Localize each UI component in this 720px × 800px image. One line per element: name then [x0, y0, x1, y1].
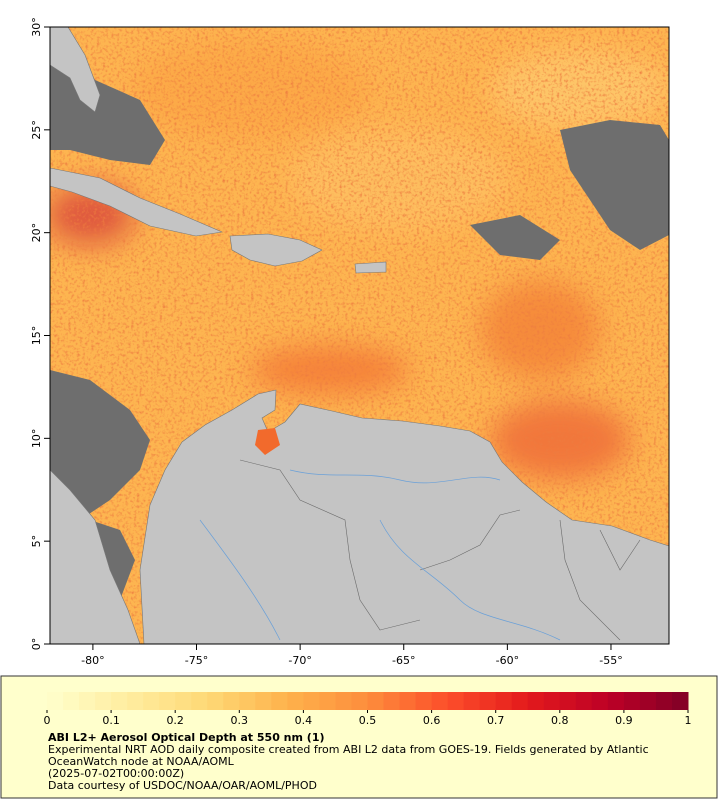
lon-tick-label: -60°	[496, 654, 519, 667]
colorbar-step	[63, 692, 80, 710]
caption-title: ABI L2+ Aerosol Optical Depth at 550 nm …	[48, 731, 325, 744]
colorbar-step	[159, 692, 176, 710]
lon-tick-label: -80°	[81, 654, 104, 667]
colorbar-step	[367, 692, 385, 710]
colorbar-step	[335, 692, 352, 710]
colorbar-step	[319, 692, 336, 710]
colorbar-step	[143, 692, 160, 710]
colorbar-tick-label: 0.6	[423, 714, 441, 727]
colorbar-step	[447, 692, 465, 710]
colorbar-step	[623, 692, 641, 710]
colorbar-step	[415, 692, 433, 710]
colorbar-step	[431, 692, 449, 710]
colorbar-step	[191, 692, 208, 710]
colorbar-step	[255, 692, 272, 710]
colorbar-step	[47, 692, 64, 710]
colorbar-step	[463, 692, 481, 710]
colorbar-tick-label: 0.7	[487, 714, 505, 727]
lat-tick-label: 20°	[30, 223, 43, 243]
colorbar-step	[671, 692, 689, 710]
colorbar: 0 0.1 0.2 0.3 0.4 0.5 0.6 0.7 0.8 0.9 1	[44, 692, 692, 727]
rivers	[199, 469, 561, 641]
lat-tick-label: 15°	[30, 326, 43, 346]
lat-tick-label: 25°	[30, 120, 43, 140]
colorbar-step	[527, 692, 545, 710]
colorbar-tick-label: 0.9	[615, 714, 633, 727]
colorbar-step	[127, 692, 144, 710]
colorbar-tick-label: 0.3	[231, 714, 249, 727]
colorbar-tick-label: 0.1	[102, 714, 120, 727]
lat-tick-label: 30°	[30, 17, 43, 37]
colorbar-tick-label: 0.4	[295, 714, 313, 727]
colorbar-step	[287, 692, 304, 710]
colorbar-step	[239, 692, 256, 710]
colorbar-step	[639, 692, 657, 710]
colorbar-step	[175, 692, 192, 710]
borders	[239, 459, 641, 641]
colorbar-step	[559, 692, 577, 710]
colorbar-step	[79, 692, 96, 710]
colorbar-step	[271, 692, 288, 710]
lon-tick-label: -55°	[599, 654, 622, 667]
colorbar-step	[479, 692, 497, 710]
colorbar-step	[207, 692, 224, 710]
land	[50, 27, 669, 644]
colorbar-tick-label: 0.8	[551, 714, 569, 727]
lon-tick-label: -65°	[392, 654, 415, 667]
colorbar-step	[543, 692, 561, 710]
map-area	[50, 27, 669, 644]
colorbar-step	[607, 692, 625, 710]
colorbar-step	[591, 692, 609, 710]
colorbar-tick-label: 0.2	[166, 714, 184, 727]
lon-tick-label: -75°	[185, 654, 208, 667]
colorbar-step	[223, 692, 240, 710]
axes: -80° -75° -70° -65° -60° -55° 0° 5° 10° 15° 20° 25°…	[30, 17, 623, 667]
colorbar-step	[511, 692, 529, 710]
colorbar-tick-label: 1	[685, 714, 692, 727]
lat-tick-label: 0°	[30, 638, 43, 651]
lake-maracaibo	[255, 428, 280, 455]
caption-credit: Data courtesy of USDOC/NOAA/OAR/AOML/PHO…	[48, 779, 317, 792]
caption-description: Experimental NRT AOD daily composite cre…	[48, 743, 649, 768]
colorbar-step	[655, 692, 673, 710]
caption: ABI L2+ Aerosol Optical Depth at 550 nm …	[48, 732, 688, 792]
lat-tick-label: 5°	[30, 535, 43, 548]
colorbar-step	[95, 692, 112, 710]
colorbar-step	[303, 692, 320, 710]
colorbar-step	[351, 692, 368, 710]
colorbar-step	[111, 692, 128, 710]
colorbar-step	[575, 692, 593, 710]
lat-tick-label: 10°	[30, 429, 43, 449]
lon-tick-label: -70°	[288, 654, 311, 667]
colorbar-tick-label: 0.5	[359, 714, 377, 727]
colorbar-step	[383, 692, 401, 710]
colorbar-step	[399, 692, 417, 710]
caption-timestamp: (2025-07-02T00:00:00Z)	[48, 767, 185, 780]
colorbar-step	[495, 692, 513, 710]
colorbar-tick-label: 0	[44, 714, 51, 727]
